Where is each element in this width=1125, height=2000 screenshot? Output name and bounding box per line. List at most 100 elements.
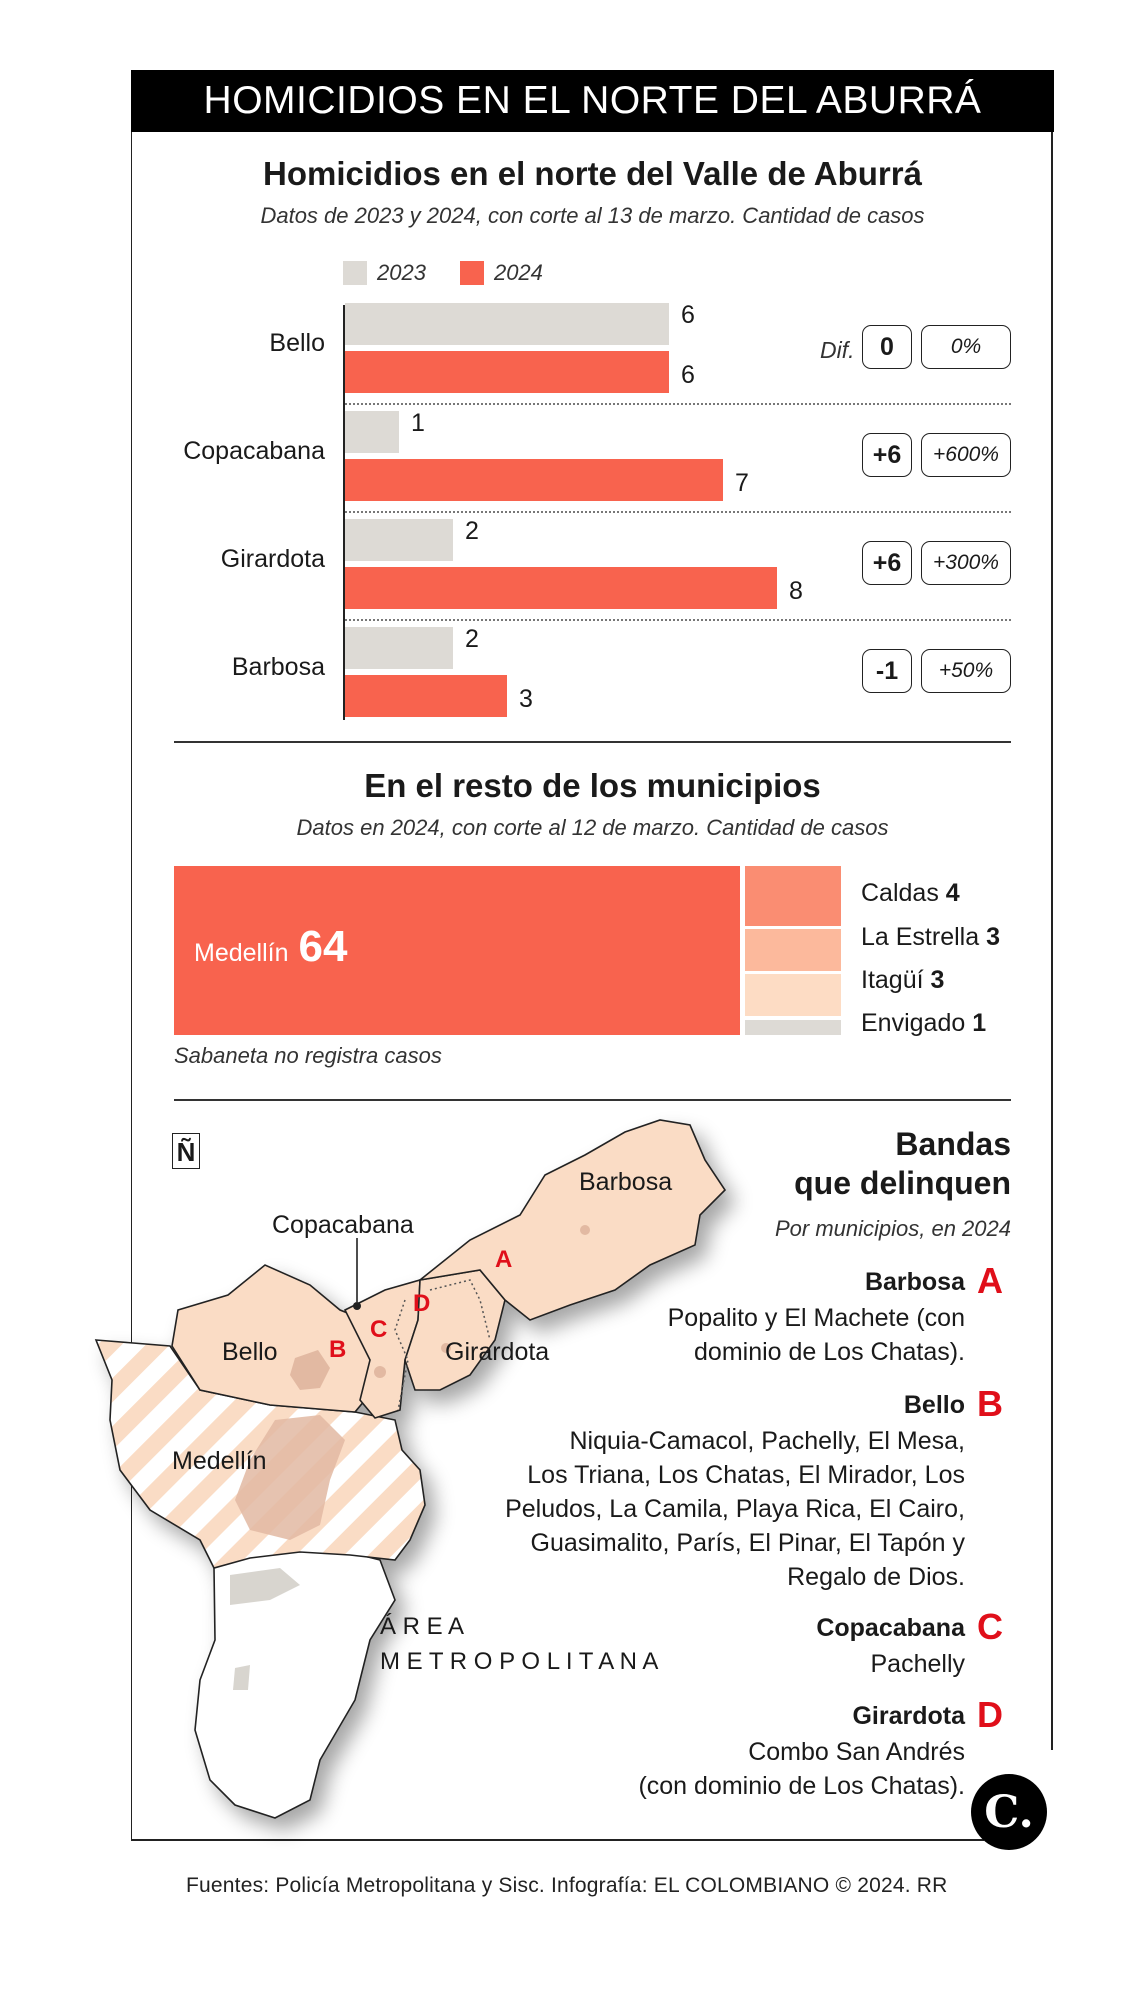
medellin-value: 64 [298,922,348,971]
gang-text-line: Combo San Andrés [748,1738,965,1766]
map-label-area: Á R E A [380,1613,465,1640]
map-label-barbosa: Barbosa [579,1168,673,1196]
bar-2024 [345,675,507,717]
map-label-metropolitana: M E T R O P O L I T A N A [380,1648,659,1675]
gang-text-line: Popalito y El Machete (con [667,1304,965,1332]
map-letter-b: B [329,1336,347,1363]
footer-credits: Fuentes: Policía Metropolitana y Sisc. I… [186,1874,948,1897]
map-area-barbosa [417,1119,727,1321]
gang-text-line: Los Triana, Los Chatas, El Mirador, Los [527,1461,965,1489]
page-title: HOMICIDIOS EN EL NORTE DEL ABURRÁ [131,70,1054,132]
bar-2024 [345,567,777,609]
gang-municipio: Girardota [852,1702,965,1730]
treemap-title: En el resto de los municipios [364,767,821,804]
data-label-2023: 2 [465,625,479,653]
treemap-block-caldas [745,866,841,926]
copacabana-pointer-dot [353,1302,361,1310]
urban-zone-bello [290,1350,330,1390]
map-area-copacabana [343,1278,421,1419]
gang-letter: B [977,1383,1003,1424]
gang-text-line: (con dominio de Los Chatas). [638,1772,965,1800]
bar-chart-axis [343,305,345,720]
map-letter-a: A [495,1246,513,1273]
north-arrow-icon: Ñ [172,1133,200,1169]
frame-right-border [1051,70,1053,1750]
pct-badge: +600% [921,433,1011,477]
bar-2023 [345,519,453,561]
gang-text-line: dominio de Los Chatas). [694,1338,965,1366]
treemap-block-envigado [745,1020,841,1035]
gang-letter: A [977,1260,1003,1301]
map-border-girardota-barbosa [429,1279,491,1341]
bar-2023 [345,303,669,345]
legend-swatch-2024 [459,261,484,285]
bar-2024 [345,459,723,501]
data-label-2023: 6 [681,301,695,329]
legend-swatch-2023 [343,261,367,285]
gangs-title-line-1: Bandas [895,1126,1011,1162]
category-label: Girardota [220,545,325,573]
bar-2023 [345,627,453,669]
treemap-item-la-estrella: La Estrella 3 [861,923,1000,951]
urban-zone-barbosa [580,1225,590,1235]
data-label-2023: 1 [411,409,425,437]
map-label-bello: Bello [222,1338,278,1366]
diff-badge: +6 [862,433,912,477]
treemap-block-medellin [174,866,740,1035]
data-label-2024: 6 [681,361,695,389]
dif-label: Dif. [820,337,855,363]
diff-badge: +6 [862,541,912,585]
gang-letter: C [977,1606,1003,1647]
pct-badge: +300% [921,541,1011,585]
category-label: Copacabana [183,437,325,465]
map-label-girardota: Girardota [445,1338,550,1366]
legend-label-2023: 2023 [377,260,426,285]
map-label-copacabana: Copacabana [272,1211,414,1239]
bar-2023 [345,411,399,453]
legend-label-2024: 2024 [493,260,543,285]
infographic-frame [131,70,1054,1840]
category-label: Bello [269,329,325,357]
bar-chart-legend: 2023 2024 [343,260,543,286]
gang-text-line: Peludos, La Camila, Playa Rica, El Cairo… [505,1495,965,1523]
treemap-item-itagui: Itagüí 3 [861,966,945,994]
gang-text-line: Guasimalito, París, El Pinar, El Tapón y [530,1529,965,1557]
gangs-subtitle: Por municipios, en 2024 [774,1216,1011,1241]
treemap-block-itagui [745,974,841,1016]
gangs-title-line-2: que delinquen [794,1165,1011,1201]
gang-text-line: Niquia-Camacol, Pachelly, El Mesa, [569,1427,965,1455]
map-label-medellin: Medellín [172,1447,267,1475]
diff-badge: 0 [862,325,912,369]
gang-municipio: Barbosa [864,1268,965,1296]
row-separator [345,511,1011,513]
urban-zone-medellin [235,1415,345,1540]
urban-zone-girardota [441,1343,451,1353]
gang-municipio: Copacabana [816,1614,965,1642]
treemap-note: Sabaneta no registra casos [174,1043,442,1068]
urban-zone-caldas [233,1665,250,1690]
map-letter-c: C [370,1316,388,1343]
data-label-2023: 2 [465,517,479,545]
diff-badge: -1 [862,649,912,693]
treemap-item-caldas: Caldas 4 [861,879,960,907]
data-label-2024: 3 [519,685,533,713]
row-separator [345,403,1011,405]
pct-badge: 0% [921,325,1011,369]
data-label-2024: 7 [735,469,749,497]
bar-chart-title: Homicidios en el norte del Valle de Abur… [263,155,922,192]
map-letter-d: D [413,1290,431,1317]
el-colombiano-logo: C. [971,1774,1047,1850]
section-divider [174,741,1011,743]
map-border-copacabana-girardota [394,1299,409,1411]
urban-zone-copacabana [374,1366,386,1378]
bar-2024 [345,351,669,393]
treemap-label-medellin: Medellín 64 [194,922,347,972]
pct-badge: +50% [921,649,1011,693]
medellin-name: Medellín [194,939,289,967]
gang-municipio: Bello [903,1391,965,1419]
data-label-2024: 8 [789,577,803,605]
gang-text-line: Regalo de Dios. [787,1563,965,1591]
category-label: Barbosa [231,653,325,681]
treemap-block-la-estrella [745,929,841,971]
